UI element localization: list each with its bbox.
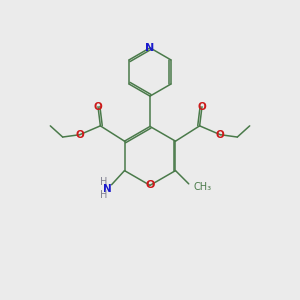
Text: H: H: [100, 190, 108, 200]
Text: O: O: [94, 102, 102, 112]
Text: N: N: [103, 184, 112, 194]
Text: CH₃: CH₃: [193, 182, 211, 192]
Text: H: H: [100, 177, 108, 188]
Text: N: N: [146, 43, 154, 53]
Text: O: O: [145, 180, 155, 190]
Text: O: O: [75, 130, 84, 140]
Text: O: O: [216, 130, 225, 140]
Text: O: O: [198, 102, 206, 112]
